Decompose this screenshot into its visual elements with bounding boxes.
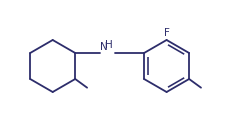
Text: H: H [105,40,112,50]
Text: F: F [164,28,170,37]
Text: N: N [100,42,108,52]
